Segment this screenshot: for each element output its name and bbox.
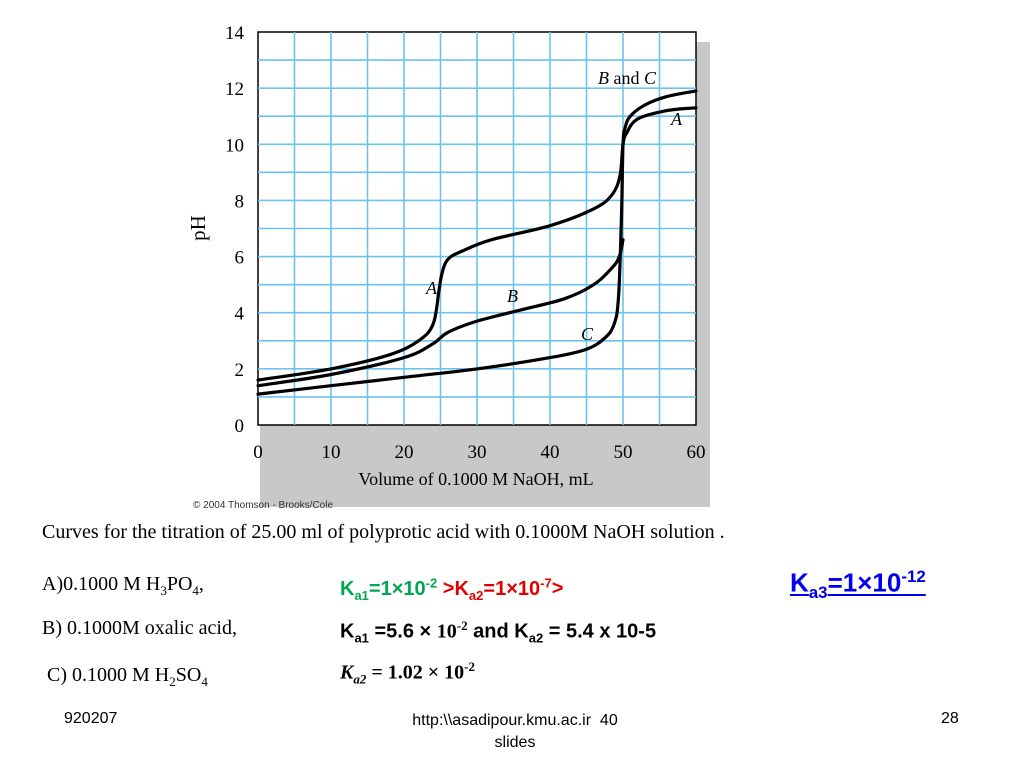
curve-label-bc-b: B: [598, 68, 609, 88]
x-tick-label: 10: [322, 442, 341, 463]
ka2-expression: Ka2=1×10-7: [454, 575, 552, 603]
x-axis-ticks: 0 10 20 30 40 50 60: [253, 442, 705, 463]
item-b: B) 0.1000M oxalic acid,: [42, 617, 237, 639]
y-axis-label: pH: [186, 215, 210, 241]
curve-label-bc-and: and: [609, 68, 644, 88]
copyright-text: © 2004 Thomson - Brooks/Cole: [193, 500, 333, 511]
y-tick-label: 2: [235, 360, 245, 381]
x-tick-label: 30: [468, 442, 487, 463]
y-tick-label: 4: [235, 304, 245, 325]
curve-label-a: A: [425, 278, 438, 298]
figure-caption: Curves for the titration of 25.00 ml of …: [42, 521, 725, 543]
y-axis-ticks: 0 2 4 6 8 10 12 14: [225, 23, 245, 437]
x-tick-label: 50: [614, 442, 633, 463]
gt-sign-1: >: [437, 577, 455, 600]
y-tick-label: 0: [235, 416, 245, 437]
curve-b: [256, 238, 625, 388]
curve-label-b: B: [507, 286, 518, 306]
item-a: A)0.1000 M H3PO4,: [42, 573, 204, 598]
footer-slide-number: 28: [941, 710, 959, 727]
x-tick-label: 60: [687, 442, 706, 463]
x-tick-label: 0: [253, 442, 263, 463]
ka1-expression: Ka1=1×10-2: [340, 575, 438, 603]
y-tick-label: 10: [225, 135, 244, 156]
ka1-ka2-oxalic: Ka1 =5.6 × 10-2 and Ka2 = 5.4 x 10-5: [340, 618, 657, 646]
y-tick-label: 12: [225, 79, 244, 100]
x-tick-label: 40: [541, 442, 560, 463]
curve-label-bc-c: C: [644, 68, 657, 88]
curve-label-b-and-c: B and C: [598, 68, 657, 88]
curve-label-c: C: [581, 324, 594, 344]
y-tick-label: 8: [235, 191, 245, 212]
item-c: C) 0.1000 M H2SO4: [42, 664, 208, 689]
curves: [256, 89, 698, 396]
y-tick-label: 6: [235, 248, 245, 269]
gt-sign-2: >: [551, 577, 564, 600]
footer-source: http:\\asadipour.kmu.ac.ir 40 slides: [412, 712, 618, 751]
footer-date: 920207: [64, 710, 118, 727]
y-tick-label: 14: [225, 23, 245, 44]
ka1-ka2-relation: Ka1=1×10-2 >Ka2=1×10-7>: [340, 575, 563, 603]
x-axis-label: Volume of 0.1000 M NaOH, mL: [358, 469, 593, 489]
curve-a: [256, 106, 698, 382]
x-tick-label: 20: [395, 442, 414, 463]
ka2-sulfuric: Ka2 = 1.02 × 10-2: [340, 659, 475, 687]
curve-label-a-top: A: [670, 109, 683, 129]
curve-c: [256, 89, 698, 396]
ka3-expression: Ka3=1×10-12: [790, 567, 926, 602]
